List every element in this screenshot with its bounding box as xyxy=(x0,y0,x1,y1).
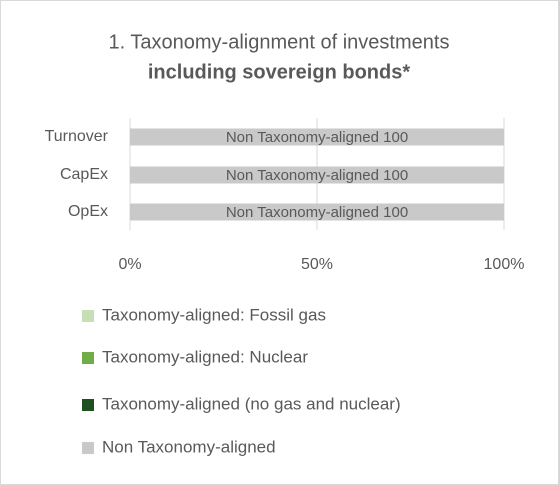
y-tick-label: CapEx xyxy=(60,166,108,183)
data-label-value: 100 xyxy=(383,129,408,146)
data-label: Non Taxonomy-aligned 100 xyxy=(226,204,408,221)
legend-swatch xyxy=(82,399,94,411)
legend-label: Non Taxonomy-aligned xyxy=(102,437,276,456)
y-tick-label: OpEx xyxy=(68,203,108,220)
legend-label: Taxonomy-aligned (no gas and nuclear) xyxy=(102,394,401,413)
chart-title: 1. Taxonomy-alignment of investments xyxy=(109,31,450,53)
data-label-name: Non Taxonomy-aligned xyxy=(226,167,379,184)
bar-segment xyxy=(130,128,504,146)
data-label-value: 100 xyxy=(383,167,408,184)
x-tick-label: 100% xyxy=(484,256,525,273)
bar-segment xyxy=(130,166,504,184)
legend-swatch xyxy=(82,352,94,364)
x-tick-label: 50% xyxy=(301,256,333,273)
data-label: Non Taxonomy-aligned 100 xyxy=(226,129,408,146)
data-label: Non Taxonomy-aligned 100 xyxy=(226,167,408,184)
data-label-name: Non Taxonomy-aligned xyxy=(226,129,379,146)
legend-label: Taxonomy-aligned: Nuclear xyxy=(102,347,308,366)
legend-swatch xyxy=(82,442,94,454)
bar-segment xyxy=(130,203,504,221)
data-label-value: 100 xyxy=(383,204,408,221)
data-label-name: Non Taxonomy-aligned xyxy=(226,204,379,221)
x-tick-label: 0% xyxy=(118,256,141,273)
y-tick-label: Turnover xyxy=(45,128,109,145)
legend-label: Taxonomy-aligned: Fossil gas xyxy=(102,305,326,324)
legend-swatch xyxy=(82,310,94,322)
chart-subtitle: including sovereign bonds* xyxy=(148,61,410,83)
